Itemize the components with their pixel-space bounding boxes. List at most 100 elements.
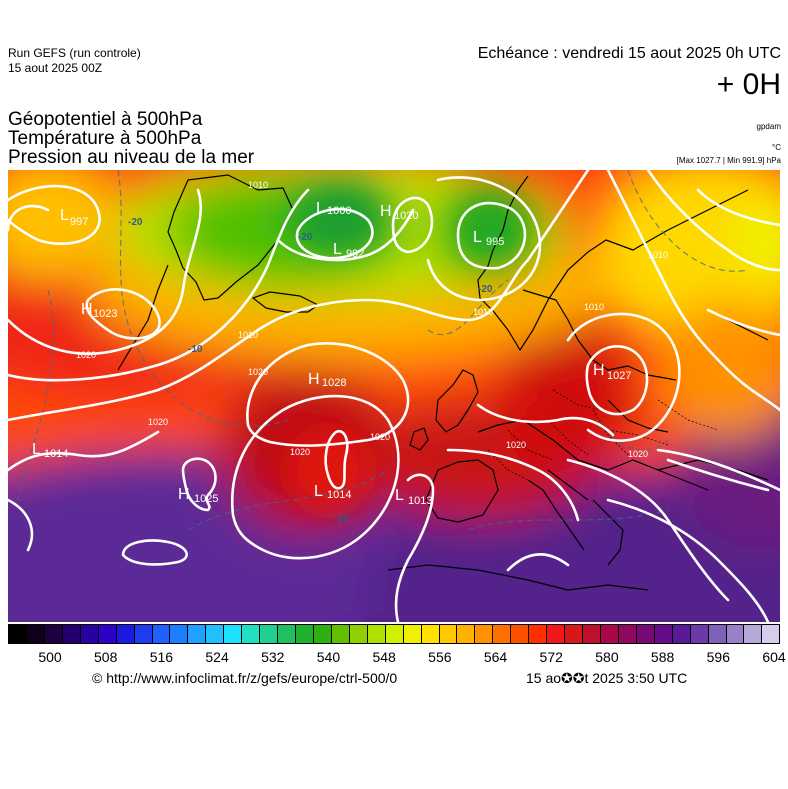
center-value: 992 — [346, 248, 364, 260]
colorbar-swatch — [403, 625, 422, 643]
center-value: 1028 — [322, 377, 346, 389]
colorbar-tick-label: 604 — [762, 649, 786, 665]
colorbar-swatch — [726, 625, 745, 643]
isotherm-label: -20 — [478, 284, 493, 295]
low-center: L 992 — [333, 241, 364, 260]
isobar-label: 1010 — [584, 302, 604, 312]
low-center: L 997 — [60, 207, 88, 228]
map-svg: 1010 1020 1010 1020 1020 1020 1020 1010 … — [8, 170, 780, 622]
colorbar-swatch — [636, 625, 655, 643]
colorbar-swatch — [206, 625, 225, 643]
colorbar-swatch — [511, 625, 530, 643]
low-center: L 995 — [473, 229, 504, 248]
center-letter: H — [308, 371, 320, 388]
center-letter: H — [593, 362, 605, 379]
colorbar-swatch — [708, 625, 727, 643]
colorbar-swatch — [278, 625, 296, 643]
valid-time-label: Echéance : vendredi 15 aout 2025 0h UTC — [477, 45, 781, 62]
field-mslp: Pression au niveau de la mer — [8, 147, 255, 168]
colorbar-swatch — [385, 625, 404, 643]
center-value: 1013 — [408, 495, 432, 507]
high-center: H 1023 — [81, 301, 117, 320]
low-center: L 1000 — [316, 200, 351, 217]
colorbar-swatch — [296, 625, 314, 643]
colorbar-swatch — [493, 625, 512, 643]
low-center: L 1013 — [395, 487, 432, 507]
run-date: 15 aout 2025 00Z — [8, 61, 103, 75]
center-letter: H — [81, 301, 93, 318]
field-list: Géopotentiel à 500hPa Température à 500h… — [8, 110, 254, 167]
center-letter: L — [333, 241, 342, 258]
center-value: 997 — [70, 216, 88, 228]
center-value: 995 — [486, 236, 504, 248]
generated-timestamp: 15 ao✪✪t 2025 3:50 UTC — [526, 670, 688, 686]
lead-time: + 0H — [716, 68, 781, 101]
colorbar-swatch — [80, 625, 99, 643]
colorbar-tick-label: 548 — [372, 649, 396, 665]
center-value: 1023 — [93, 308, 117, 320]
center-value: 1027 — [607, 370, 631, 382]
pressure-centers: L 997 H 1023 L 1000 L 992 H 1020 L 995 — [32, 200, 631, 507]
center-letter: L — [32, 441, 41, 458]
colorbar-swatch — [367, 625, 386, 643]
colorbar-swatch — [672, 625, 691, 643]
colorbar-swatch — [600, 625, 619, 643]
center-letter: L — [316, 200, 325, 217]
isobar-label: 1020 — [506, 440, 526, 450]
colorbar-swatch — [331, 625, 350, 643]
colorbar-swatch — [152, 625, 171, 643]
field-geopotential: Géopotentiel à 500hPa — [8, 109, 203, 130]
colorbar-swatch — [654, 625, 673, 643]
coastlines — [117, 174, 769, 591]
colorbar-swatch — [475, 625, 494, 643]
center-value: 1014 — [327, 489, 351, 501]
colorbar-tick-label: 580 — [595, 649, 619, 665]
colorbar-swatch — [313, 625, 332, 643]
isotherm-label: -10 — [188, 344, 203, 355]
isobars — [8, 170, 780, 622]
colorbar — [8, 624, 780, 644]
colorbar-swatch — [762, 625, 780, 643]
run-title: Run GEFS (run controle) — [8, 46, 141, 60]
borders — [487, 389, 719, 481]
unit-temperature: °C — [772, 143, 781, 152]
colorbar-tick-label: 508 — [94, 649, 118, 665]
isobar-label: 1010 — [648, 250, 668, 260]
colorbar-swatch — [529, 625, 548, 643]
colorbar-tick-label: 564 — [483, 649, 508, 665]
field-temperature: Température à 500hPa — [8, 128, 202, 149]
center-value: 1025 — [194, 493, 218, 505]
colorbar-swatch — [690, 625, 709, 643]
source-credit: © http://www.infoclimat.fr/z/gefs/europe… — [92, 670, 398, 686]
isobar-label: 1020 — [628, 449, 648, 459]
low-center: L 1014 — [32, 441, 68, 460]
high-center: H 1020 — [380, 203, 418, 222]
colorbar-tick-label: 516 — [149, 649, 174, 665]
center-letter: L — [314, 483, 323, 500]
isobar-label: 1010 — [238, 330, 258, 340]
weather-map: 1010 1020 1010 1020 1020 1020 1020 1010 … — [8, 170, 780, 622]
colorbar-swatch — [547, 625, 566, 643]
colorbar-swatch — [349, 625, 368, 643]
colorbar-tick-label: 540 — [316, 649, 341, 665]
colorbar-swatch — [224, 625, 243, 643]
isotherm-labels: -20 -20 -10 -10 -20 — [128, 217, 493, 525]
colorbar-swatch — [583, 625, 601, 643]
colorbar-tick-label: 588 — [650, 649, 675, 665]
isobar-label: 1020 — [370, 432, 390, 442]
high-center: H 1028 — [308, 371, 346, 389]
colorbar-swatch — [242, 625, 261, 643]
isobar-label: 1020 — [76, 350, 96, 360]
high-center: H 1025 — [178, 486, 218, 505]
colorbar-tick-label: 500 — [38, 649, 62, 665]
colorbar-tick-label: 556 — [428, 649, 452, 665]
high-center: H 1027 — [593, 362, 631, 382]
center-letter: L — [60, 207, 69, 224]
isobar-labels: 1010 1020 1010 1020 1020 1020 1020 1010 … — [76, 180, 668, 459]
max-min-pressure: [Max 1027.7 | Min 991.9] hPa — [676, 156, 781, 165]
colorbar-swatch — [618, 625, 637, 643]
colorbar-swatch — [188, 625, 207, 643]
center-value: 1000 — [327, 205, 351, 217]
colorbar-swatch — [565, 625, 583, 643]
colorbar-tick-label: 596 — [706, 649, 730, 665]
